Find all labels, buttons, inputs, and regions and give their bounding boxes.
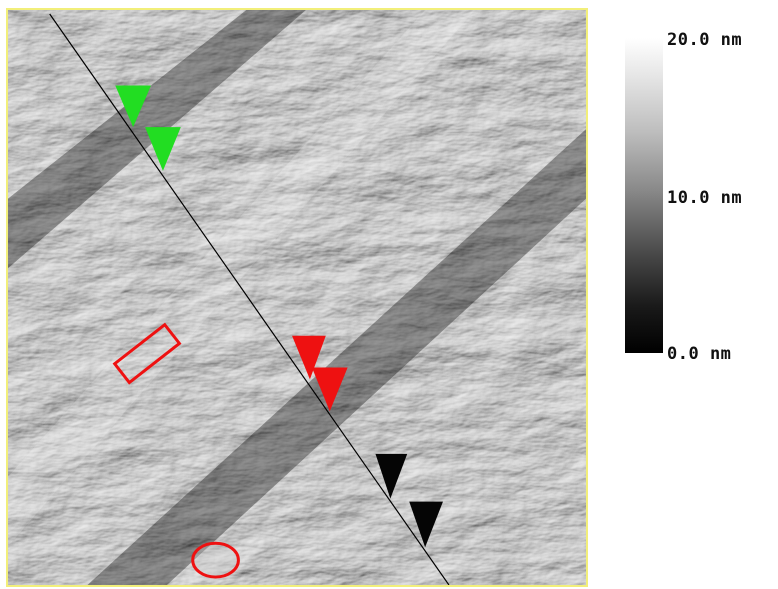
red-marker-triangle[interactable] xyxy=(292,335,326,380)
afm-surface-svg xyxy=(8,10,586,585)
green-marker-triangle[interactable] xyxy=(145,127,181,171)
red-marker-triangle[interactable] xyxy=(311,367,348,412)
black-marker-triangle[interactable] xyxy=(409,501,443,548)
shadow-band xyxy=(87,129,586,585)
green-marker-triangle[interactable] xyxy=(115,85,152,128)
surface-texture xyxy=(8,10,586,585)
red-highlight-ellipse xyxy=(191,541,240,579)
red-highlight-rectangle xyxy=(112,322,182,385)
black-marker-triangle[interactable] xyxy=(375,453,408,499)
colorbar-min-label: 0.0 nm xyxy=(667,344,732,364)
colorbar-max-label: 20.0 nm xyxy=(667,30,743,50)
height-colorbar xyxy=(625,38,663,353)
colorbar-mid-label: 10.0 nm xyxy=(667,188,743,208)
section-line xyxy=(49,13,450,585)
highlight-band xyxy=(8,10,475,547)
afm-height-image xyxy=(6,8,588,587)
